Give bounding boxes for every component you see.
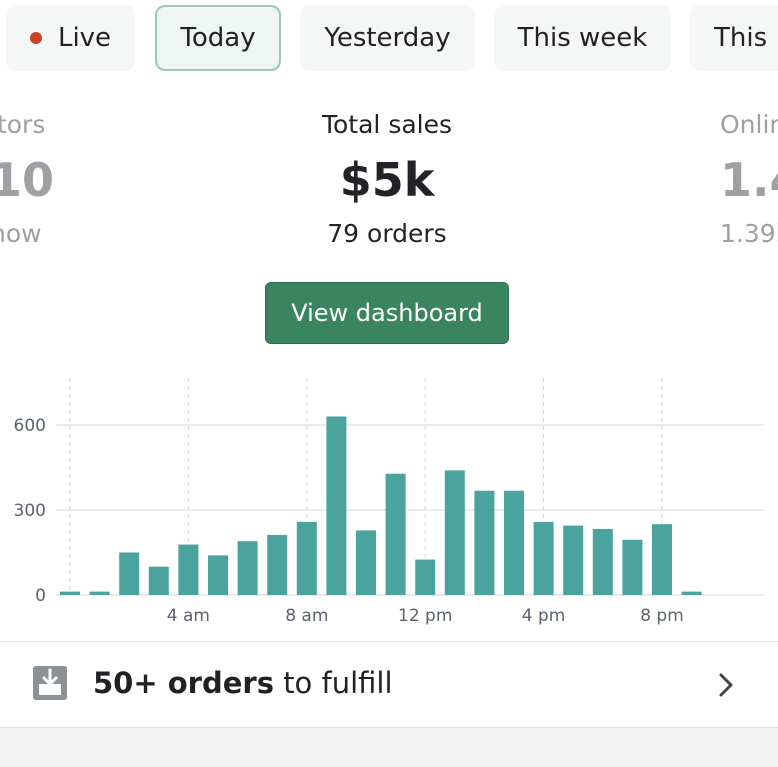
bar — [622, 539, 643, 595]
metric-total-sales-label: Total sales — [321, 110, 453, 139]
bar — [681, 591, 702, 595]
metric-visitors-sub: now — [0, 219, 42, 248]
metric-online-sub: 1.39k — [720, 219, 778, 248]
bar — [652, 524, 672, 595]
y-tick-label: 0 — [35, 586, 46, 606]
bar — [119, 552, 140, 595]
metric-total-sales-value: $5k — [339, 153, 435, 207]
bar — [237, 541, 258, 595]
tab-this-week-label: This week — [517, 23, 648, 53]
tab-today-label: Today — [180, 23, 256, 53]
bar — [474, 490, 495, 595]
orders-to-fulfill-row[interactable]: 50+ orders to fulfill — [0, 641, 778, 727]
x-tick-label: 12 pm — [398, 606, 452, 626]
tab-live[interactable]: Live — [6, 5, 135, 71]
bar — [444, 470, 465, 595]
bar — [356, 530, 376, 595]
orders-suffix: to fulfill — [283, 666, 393, 700]
bar — [267, 534, 288, 595]
bar — [326, 416, 347, 595]
date-range-tabs: Live Today Yesterday This week This — [0, 0, 778, 80]
y-tick-label: 600 — [14, 416, 46, 436]
download-tray-icon — [33, 666, 67, 700]
metric-online-sessions[interactable]: Onlin 1.4 1.39k — [720, 110, 778, 248]
bar — [504, 490, 524, 595]
bar — [296, 521, 317, 595]
tab-today[interactable]: Today — [155, 5, 281, 71]
bar — [592, 528, 613, 595]
metric-visitors-label: itors — [0, 110, 46, 139]
metric-visitors[interactable]: itors 10 now — [0, 110, 70, 248]
bar — [89, 591, 110, 595]
bar — [563, 525, 584, 595]
bar — [178, 544, 199, 595]
bar — [208, 555, 228, 595]
tab-this-month-label: This — [714, 23, 768, 53]
tab-yesterday-label: Yesterday — [324, 23, 451, 53]
y-tick-label: 300 — [14, 501, 46, 521]
view-dashboard-button[interactable]: View dashboard — [265, 282, 509, 344]
bar — [533, 521, 554, 595]
live-indicator-icon — [29, 32, 42, 44]
tab-this-week[interactable]: This week — [494, 5, 671, 71]
orders-to-fulfill-text: 50+ orders to fulfill — [93, 666, 393, 700]
tab-this-month[interactable]: This — [690, 5, 778, 71]
x-tick-label: 4 am — [167, 606, 210, 626]
metric-visitors-value: 10 — [0, 153, 55, 207]
orders-count: 50+ orders — [93, 666, 274, 700]
x-tick-label: 8 am — [285, 606, 328, 626]
x-tick-label: 8 pm — [640, 606, 684, 626]
metric-total-sales[interactable]: Total sales $5k 79 orders — [267, 110, 507, 248]
metric-online-label: Onlin — [720, 110, 778, 139]
chevron-right-icon — [719, 673, 733, 697]
metric-total-sales-sub: 79 orders — [327, 219, 447, 248]
x-tick-label: 4 pm — [522, 606, 566, 626]
tab-live-label: Live — [57, 23, 112, 53]
tab-yesterday[interactable]: Yesterday — [300, 5, 475, 71]
bar — [60, 591, 80, 595]
metric-online-value: 1.4 — [720, 153, 778, 207]
footer-area — [0, 727, 778, 767]
sales-by-hour-chart: 0 300 600 4 am 8 am 12 pm 4 pm 8 pm — [14, 378, 764, 626]
bar — [148, 566, 169, 595]
bar — [385, 473, 406, 595]
bar — [415, 559, 436, 595]
